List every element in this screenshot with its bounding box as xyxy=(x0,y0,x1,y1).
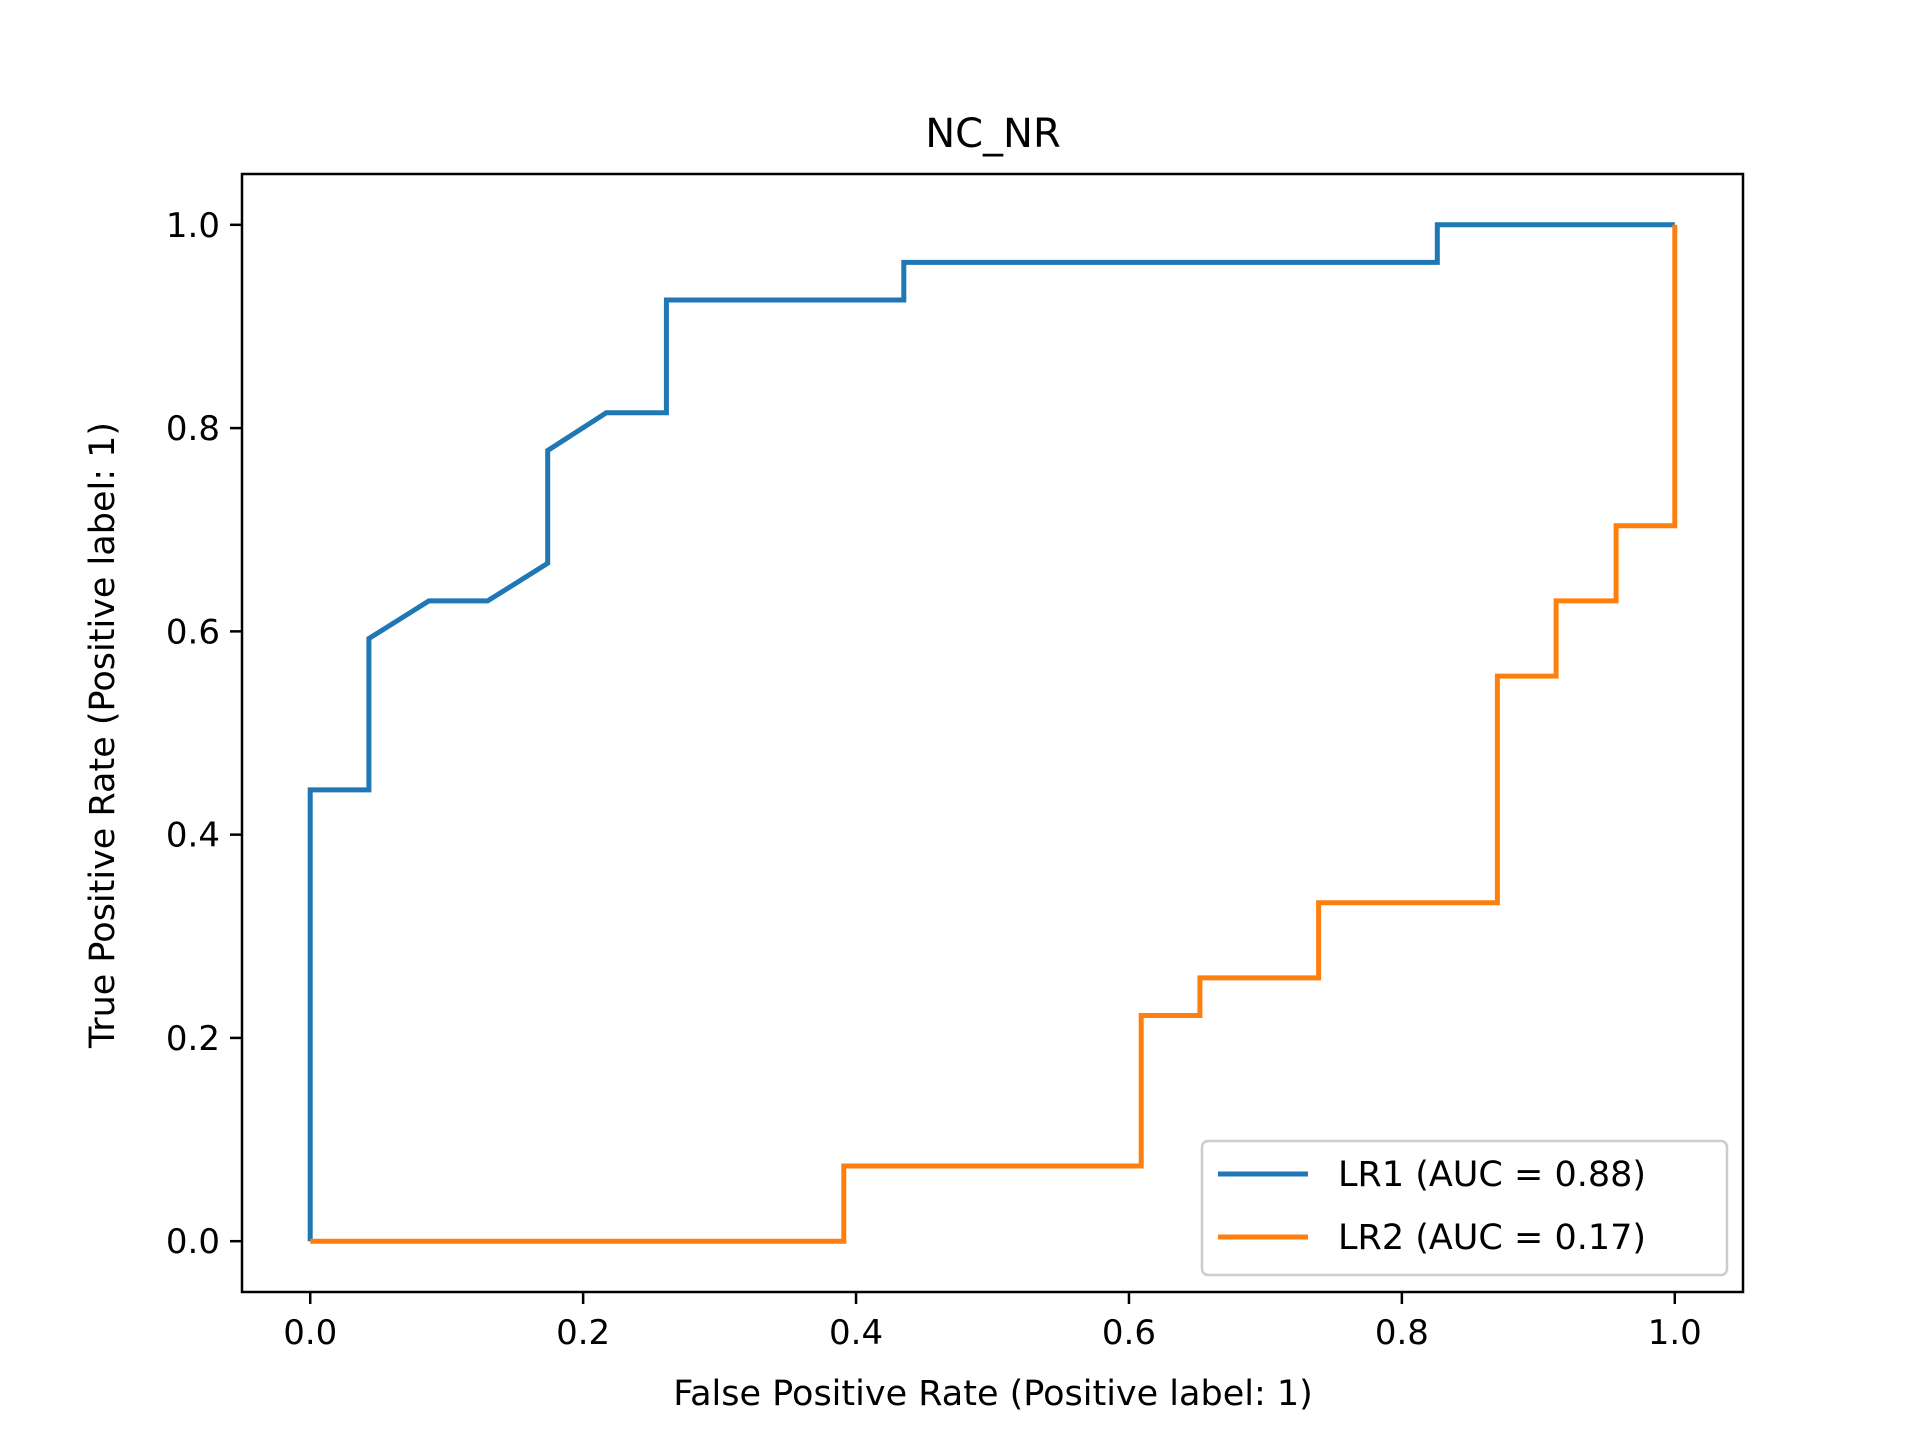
x-tick-label: 0.4 xyxy=(829,1313,883,1353)
series-line-2 xyxy=(310,224,1678,1244)
y-axis-label: True Positive Rate (Positive label: 1) xyxy=(83,422,123,1049)
x-tick-label: 0.2 xyxy=(556,1313,610,1353)
x-tick-label: 1.0 xyxy=(1648,1313,1702,1353)
x-tick-label: 0.8 xyxy=(1375,1313,1429,1353)
x-tick-label: 0.6 xyxy=(1102,1313,1156,1353)
legend: LR1 (AUC = 0.88) LR2 (AUC = 0.17) xyxy=(1200,1139,1729,1277)
y-tick-label: 1.0 xyxy=(166,206,220,246)
chart-title: NC_NR xyxy=(925,111,1061,157)
legend-box xyxy=(1200,1139,1729,1277)
series-line-1 xyxy=(307,222,1675,1242)
y-tick-label: 0.6 xyxy=(166,612,220,652)
axes-frame xyxy=(240,172,1745,1294)
y-tick-label: 0.4 xyxy=(166,816,220,856)
x-axis-label: False Positive Rate (Positive label: 1) xyxy=(673,1374,1313,1414)
x-tick-label: 0.0 xyxy=(283,1313,337,1353)
y-tick-label: 0.0 xyxy=(166,1222,220,1262)
legend-label-1: LR1 (AUC = 0.88) xyxy=(1338,1155,1646,1195)
plot-area: 0.0 0.2 0.4 0.6 0.8 1.0 0.0 0.2 0.4 0.6 0.8 1.0 xyxy=(166,172,1745,1353)
y-tick-label: 0.8 xyxy=(166,409,220,449)
y-tick-label: 0.2 xyxy=(166,1019,220,1059)
legend-label-2: LR2 (AUC = 0.17) xyxy=(1338,1218,1646,1258)
